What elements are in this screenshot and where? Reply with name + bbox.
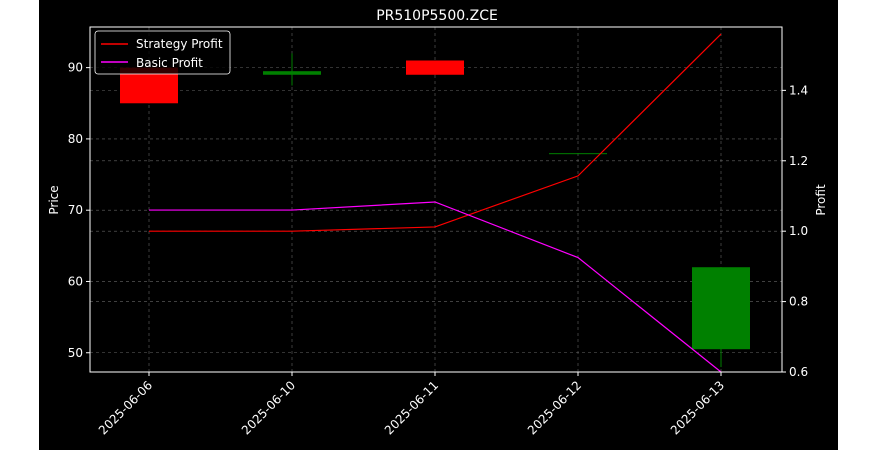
candle-body-2025-06-10	[263, 71, 321, 75]
date-tick-label-2025-06-06: 2025-06-06	[96, 378, 155, 437]
price-tick-label-70: 70	[68, 203, 83, 217]
profit-tick-label-1: 1.0	[789, 224, 808, 238]
profit-lines	[149, 33, 722, 373]
legend-label-strategy-profit: Strategy Profit	[136, 37, 223, 51]
profit-tick-label-1.4: 1.4	[789, 83, 808, 97]
chart-svg: PR510P5500.ZCE 50 60 70 80 90 0.6 0.8 1.0 1.2 1.…	[47, 8, 828, 437]
profit-tick-label-1.2: 1.2	[789, 154, 808, 168]
profit-axis: 0.6 0.8 1.0 1.2 1.4	[782, 83, 808, 379]
date-axis: 2025-06-06 2025-06-10 2025-06-11 2025-06-12…	[96, 372, 727, 437]
profit-tick-label-0.6: 0.6	[789, 365, 808, 379]
legend: Strategy Profit Basic Profit	[94, 30, 231, 75]
price-axis: 50 60 70 80 90	[68, 61, 90, 360]
plot-frame	[89, 26, 783, 373]
profit-tick-label-0.8: 0.8	[789, 295, 808, 309]
date-tick-label-2025-06-12: 2025-06-12	[525, 378, 584, 437]
date-tick-label-2025-06-10: 2025-06-10	[239, 378, 298, 437]
series-line-basic-profit	[149, 201, 722, 373]
price-tick-label-90: 90	[68, 61, 83, 75]
grid-lines	[90, 27, 782, 373]
legend-box	[94, 30, 231, 75]
candle-body-2025-06-12	[549, 153, 607, 155]
candle-body-2025-06-11	[406, 60, 464, 75]
chart-figure: PR510P5500.ZCE 50 60 70 80 90 0.6 0.8 1.0 1.2 1.…	[39, 0, 838, 450]
chart-title: PR510P5500.ZCE	[376, 8, 498, 24]
price-tick-label-50: 50	[68, 346, 83, 360]
price-tick-label-60: 60	[68, 274, 83, 288]
candle-body-2025-06-13	[692, 267, 750, 350]
price-tick-label-80: 80	[68, 132, 83, 146]
date-tick-label-2025-06-11: 2025-06-11	[382, 378, 441, 437]
series-line-strategy-profit	[149, 33, 722, 232]
price-axis-label: Price	[47, 185, 61, 214]
date-tick-label-2025-06-13: 2025-06-13	[668, 378, 727, 437]
legend-label-basic-profit: Basic Profit	[136, 56, 203, 70]
profit-axis-label: Profit	[814, 184, 828, 216]
